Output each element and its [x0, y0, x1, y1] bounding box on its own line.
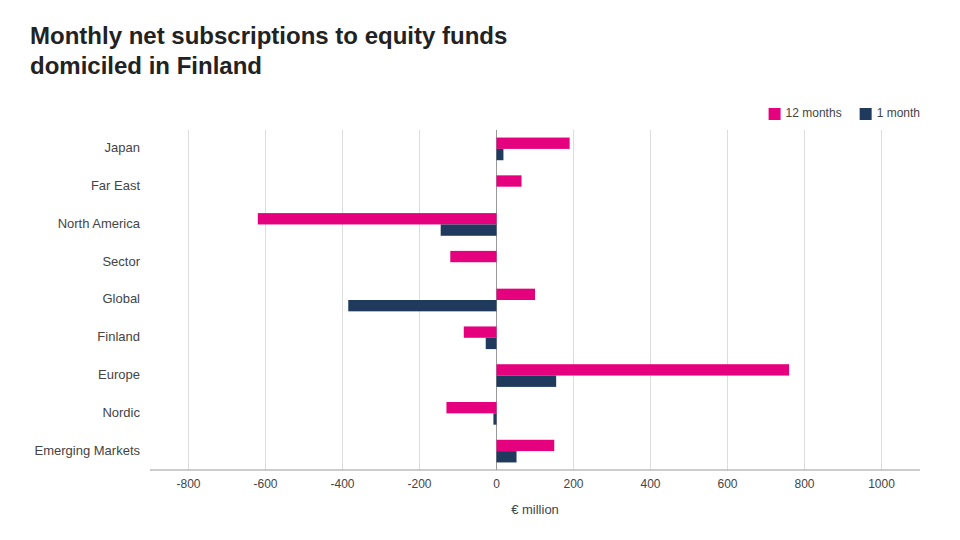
bar — [496, 187, 497, 198]
category-label: North America — [58, 216, 141, 231]
category-label: Far East — [91, 178, 141, 193]
bar — [441, 224, 497, 235]
bar — [497, 376, 557, 387]
bar — [497, 289, 536, 300]
legend-swatch — [860, 108, 872, 120]
legend-label: 12 months — [786, 106, 842, 120]
x-tick-label: 400 — [640, 477, 660, 491]
bar — [446, 402, 496, 413]
x-tick-labels: -800 -600 -400 -200 0 200 400 600 800 1000 — [176, 477, 895, 491]
category-label: Japan — [105, 140, 140, 155]
x-tick-label: 200 — [563, 477, 583, 491]
bar — [348, 300, 496, 311]
legend: 12 months 1 month — [769, 106, 920, 120]
category-label: Sector — [102, 254, 140, 269]
bar — [493, 413, 496, 424]
grid-line — [650, 130, 651, 470]
bar — [497, 138, 570, 149]
chart: Monthly net subscriptions to equity fund… — [0, 0, 960, 540]
x-tick-label: 1000 — [868, 477, 895, 491]
y-tick-labels: Japan Far East North America Sector Global Fi… — [35, 140, 141, 457]
bar — [497, 175, 522, 186]
bar — [497, 149, 504, 160]
series-bars — [258, 138, 789, 452]
x-axis-label: € million — [511, 502, 559, 517]
bar — [450, 251, 496, 262]
category-label: Emerging Markets — [35, 443, 141, 458]
title-line: domiciled in Finland — [30, 52, 262, 79]
x-tick-label: -400 — [330, 477, 354, 491]
category-label: Finland — [97, 329, 140, 344]
bar — [497, 451, 517, 462]
x-tick-label: -800 — [176, 477, 200, 491]
bar — [497, 364, 790, 375]
grid-line — [881, 130, 882, 470]
grid-line — [727, 130, 728, 470]
x-axis-line — [150, 470, 920, 471]
x-tick-label: -600 — [253, 477, 277, 491]
title: Monthly net subscriptions to equity fund… — [30, 22, 507, 79]
series-bars — [348, 149, 556, 463]
category-label: Nordic — [102, 405, 140, 420]
x-tick-label: 800 — [794, 477, 814, 491]
x-tick-label: 0 — [493, 477, 500, 491]
grid-line — [342, 130, 343, 470]
bar — [258, 213, 497, 224]
legend-swatch — [769, 108, 781, 120]
x-tick-label: -200 — [407, 477, 431, 491]
title-line: Monthly net subscriptions to equity fund… — [30, 22, 507, 49]
bar — [497, 440, 555, 451]
grid-line — [188, 130, 189, 470]
grid — [189, 130, 882, 470]
legend-label: 1 month — [877, 106, 920, 120]
bar — [486, 338, 497, 349]
grid-line — [265, 130, 266, 470]
bar — [496, 262, 497, 273]
grid-line — [573, 130, 574, 470]
grid-line — [804, 130, 805, 470]
x-tick-label: 600 — [717, 477, 737, 491]
bar — [464, 326, 497, 337]
bars — [258, 138, 789, 463]
category-label: Global — [102, 291, 140, 306]
category-label: Europe — [98, 367, 140, 382]
